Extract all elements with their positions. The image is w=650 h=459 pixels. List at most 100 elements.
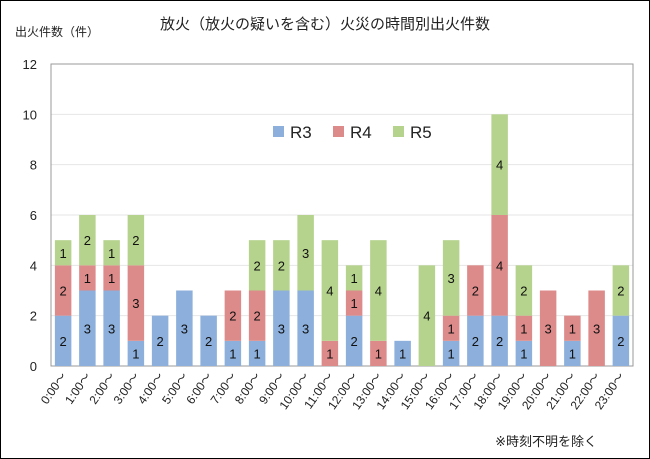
data-label: 2 [617,284,624,299]
data-label: 1 [229,346,236,361]
data-label: 2 [254,309,261,324]
data-label: 4 [496,158,503,173]
data-label: 2 [60,284,67,299]
bar-R4 [442,315,460,341]
bar-R3 [151,315,169,366]
bar-R3 [467,315,484,366]
data-label: 2 [520,284,527,299]
bar-R3 [564,340,581,366]
bar-R5 [127,215,145,266]
data-label: 1 [375,346,382,361]
chart-title: 放火（放火の疑いを含む）火災の時間別出火件数 [159,15,490,33]
data-label: 1 [569,346,576,361]
bar-R5 [79,215,96,266]
data-label: 4 [375,284,382,299]
data-label: 1 [60,246,67,261]
legend-label-R4: R4 [350,123,372,142]
data-label: 1 [108,271,115,286]
data-label: 2 [84,233,91,248]
data-label: 1 [448,346,455,361]
bar-R5 [418,265,436,366]
data-label: 3 [181,321,188,336]
data-label: 2 [351,334,358,349]
bar-R3 [200,315,217,366]
data-label: 2 [278,258,285,273]
bar-R3 [273,290,290,366]
bar-R3 [297,290,314,366]
bar-R4 [564,315,581,341]
bar-R4 [539,290,557,366]
bar-R5 [491,114,508,215]
y-axis-label: 出火件数（件） [15,25,100,39]
y-tick-label: 6 [30,208,37,223]
legend-swatch-R4 [333,126,344,137]
data-label: 1 [351,271,358,286]
legend-swatch-R5 [393,126,404,137]
data-label: 3 [302,246,309,261]
y-tick-label: 10 [23,107,37,122]
data-label: 4 [496,258,503,273]
data-label: 3 [278,321,285,336]
legend-label-R5: R5 [410,123,432,142]
bar-R4 [248,290,266,341]
data-label: 1 [108,246,115,261]
data-label: 4 [423,309,430,324]
bar-R5 [612,265,630,316]
data-label: 2 [229,309,236,324]
data-label: 1 [84,271,91,286]
data-label: 4 [326,284,333,299]
data-label: 1 [351,296,358,311]
data-label: 2 [205,334,212,349]
data-label: 2 [472,284,479,299]
bar-R4 [370,340,387,366]
y-tick-label: 2 [30,309,37,324]
bar-R3 [224,340,242,366]
bar-R3 [103,290,120,366]
bar-R4 [491,215,508,316]
footnote: ※時刻不明を除く [495,435,597,450]
data-label: 2 [157,334,164,349]
bar-R5 [515,265,533,316]
bar-R3 [442,340,460,366]
bar-R3 [79,290,96,366]
bar-R5 [54,240,72,266]
data-label: 1 [569,321,576,336]
data-label: 2 [496,334,503,349]
bar-R5 [248,240,266,291]
bar-R4 [224,290,242,341]
data-label: 2 [254,258,261,273]
legend-label-R3: R3 [290,123,312,142]
data-label: 3 [84,321,91,336]
data-label: 2 [132,233,139,248]
bar-R5 [297,215,314,291]
y-tick-label: 0 [30,359,37,374]
data-label: 3 [545,321,552,336]
bar-R4 [515,315,533,341]
data-label: 1 [520,321,527,336]
data-label: 1 [132,346,139,361]
plot-area [50,63,634,367]
bar-R4 [345,290,363,316]
bar-R3 [54,315,72,366]
bar-R4 [467,265,484,316]
y-tick-label: 8 [30,158,37,173]
bar-R4 [103,265,120,291]
bar-R3 [345,315,363,366]
bar-R4 [588,290,605,366]
bar-R3 [491,315,508,366]
bar-R5 [442,240,460,316]
data-label: 3 [132,296,139,311]
bar-R4 [321,340,339,366]
bar-R3 [127,340,145,366]
data-label: 3 [593,321,600,336]
data-label: 1 [399,346,406,361]
data-label: 1 [448,321,455,336]
bar-R3 [515,340,533,366]
bar-R5 [370,240,387,341]
data-label: 1 [520,346,527,361]
bar-R3 [612,315,630,366]
y-tick-label: 4 [30,258,37,273]
data-label: 1 [326,346,333,361]
